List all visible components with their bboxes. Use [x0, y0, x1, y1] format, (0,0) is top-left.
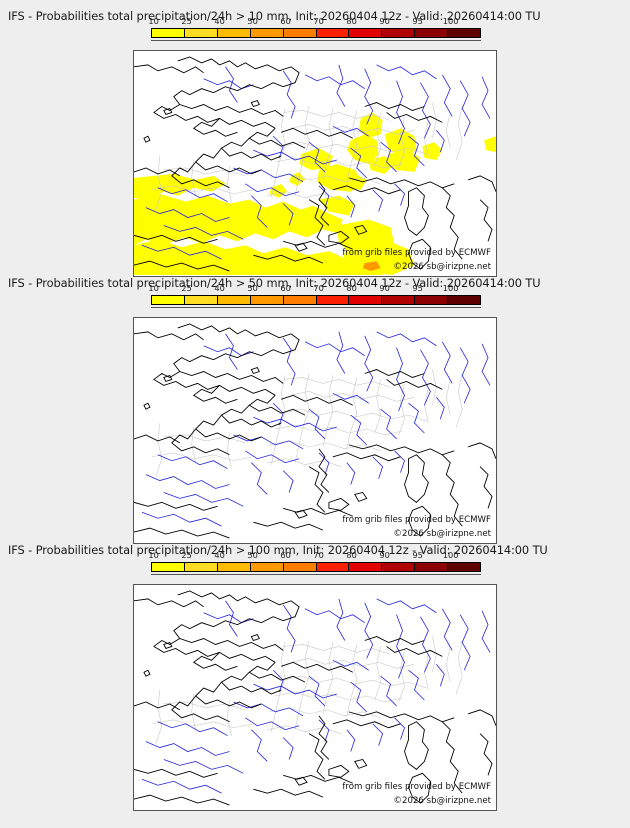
data-source-attribution: from grib files provided by ECMWF	[342, 248, 491, 258]
colorbar-segment	[415, 563, 449, 571]
colorbar-segment	[250, 29, 284, 37]
colorbar-segment	[448, 563, 481, 571]
colorbar-tick-label: 10	[148, 550, 159, 560]
rivers-layer	[141, 64, 491, 260]
coastlines-layer	[134, 323, 496, 539]
data-source-attribution: from grib files provided by ECMWF	[342, 515, 491, 525]
colorbar-segment	[316, 563, 350, 571]
panel-title: IFS - Probabilities total precipitation/…	[8, 276, 541, 290]
colorbar-segment	[217, 563, 251, 571]
colorbar-tick-label: 80	[346, 283, 357, 293]
colorbar-ticks: 10 25 40 50 60 70 80 90 95 100	[148, 16, 481, 27]
colorbar-tick-label: 25	[181, 283, 192, 293]
coastlines-layer	[134, 590, 496, 806]
colorbar-segment	[382, 296, 416, 304]
colorbar-segment	[184, 29, 218, 37]
colorbar-tick-label: 100	[442, 16, 459, 26]
colorbar-tick-label: 10	[148, 16, 159, 26]
colorbar-segment	[448, 29, 481, 37]
colorbar-gradient	[151, 295, 481, 305]
colorbar-tick-label: 70	[313, 550, 324, 560]
colorbar-segment	[382, 563, 416, 571]
colorbar-tick-label: 100	[442, 283, 459, 293]
colorbar-segment	[283, 563, 317, 571]
map-canvas-10mm[interactable]: from grib files provided by ECMWF ©2026 …	[133, 50, 497, 277]
colorbar-gradient	[151, 562, 481, 572]
colorbar-tick-label: 40	[214, 16, 225, 26]
colorbar-segment	[152, 29, 185, 37]
copyright-attribution: ©2026 sb@irizpne.net	[393, 262, 491, 272]
colorbar-ticks: 10 25 40 50 60 70 80 90 95 100	[148, 550, 481, 561]
map-canvas-50mm[interactable]: from grib files provided by ECMWF ©2026 …	[133, 317, 497, 544]
colorbar-tick-label: 95	[412, 550, 423, 560]
coastlines-layer	[134, 56, 496, 272]
colorbar-baseline	[151, 574, 481, 575]
precip-shading-layer	[134, 112, 496, 276]
panel-title: IFS - Probabilities total precipitation/…	[8, 543, 548, 557]
colorbar-tick-label: 40	[214, 550, 225, 560]
rivers-layer	[141, 598, 491, 794]
colorbar-segment	[184, 563, 218, 571]
colorbar-segment	[448, 296, 481, 304]
colorbar-segment	[217, 296, 251, 304]
colorbar-tick-label: 70	[313, 283, 324, 293]
colorbar-tick-label: 10	[148, 283, 159, 293]
colorbar-baseline	[151, 307, 481, 308]
colorbar-segment	[152, 563, 185, 571]
forecast-panel-50mm: IFS - Probabilities total precipitation/…	[0, 267, 630, 544]
data-source-attribution: from grib files provided by ECMWF	[342, 782, 491, 792]
forecast-panel-10mm: IFS - Probabilities total precipitation/…	[0, 0, 630, 277]
colorbar-tick-label: 25	[181, 550, 192, 560]
colorbar-tick-label: 95	[412, 16, 423, 26]
forecast-panel-100mm: IFS - Probabilities total precipitation/…	[0, 534, 630, 811]
colorbar-segment	[316, 29, 350, 37]
colorbar-tick-label: 60	[280, 16, 291, 26]
colorbar-baseline	[151, 40, 481, 41]
colorbar-segment	[349, 29, 383, 37]
colorbar-ticks: 10 25 40 50 60 70 80 90 95 100	[148, 283, 481, 294]
colorbar-tick-label: 60	[280, 550, 291, 560]
colorbar-tick-label: 90	[379, 16, 390, 26]
colorbar-100mm: 10 25 40 50 60 70 80 90 95 100	[148, 550, 481, 576]
colorbar-tick-label: 50	[247, 283, 258, 293]
colorbar-segment	[250, 296, 284, 304]
colorbar-gradient	[151, 28, 481, 38]
admin-borders-layer	[151, 369, 463, 477]
colorbar-segment	[415, 29, 449, 37]
colorbar-segment	[152, 296, 185, 304]
colorbar-tick-label: 90	[379, 550, 390, 560]
colorbar-tick-label: 60	[280, 283, 291, 293]
colorbar-tick-label: 80	[346, 550, 357, 560]
colorbar-segment	[349, 563, 383, 571]
map-svg	[134, 56, 496, 276]
colorbar-50mm: 10 25 40 50 60 70 80 90 95 100	[148, 283, 481, 309]
colorbar-segment	[415, 296, 449, 304]
copyright-attribution: ©2026 sb@irizpne.net	[393, 796, 491, 806]
colorbar-segment	[349, 296, 383, 304]
colorbar-tick-label: 95	[412, 283, 423, 293]
colorbar-tick-label: 90	[379, 283, 390, 293]
colorbar-tick-label: 25	[181, 16, 192, 26]
colorbar-segment	[217, 29, 251, 37]
colorbar-segment	[283, 296, 317, 304]
colorbar-10mm: 10 25 40 50 60 70 80 90 95 100	[148, 16, 481, 42]
colorbar-segment	[316, 296, 350, 304]
colorbar-segment	[184, 296, 218, 304]
colorbar-tick-label: 40	[214, 283, 225, 293]
rivers-layer	[141, 331, 491, 527]
colorbar-tick-label: 50	[247, 550, 258, 560]
map-canvas-100mm[interactable]: from grib files provided by ECMWF ©2026 …	[133, 584, 497, 811]
panel-title: IFS - Probabilities total precipitation/…	[8, 9, 541, 23]
map-svg	[134, 590, 496, 806]
colorbar-tick-label: 100	[442, 550, 459, 560]
colorbar-segment	[283, 29, 317, 37]
copyright-attribution: ©2026 sb@irizpne.net	[393, 529, 491, 539]
colorbar-tick-label: 70	[313, 16, 324, 26]
colorbar-tick-label: 80	[346, 16, 357, 26]
colorbar-segment	[250, 563, 284, 571]
colorbar-tick-label: 50	[247, 16, 258, 26]
colorbar-segment	[382, 29, 416, 37]
map-svg	[134, 323, 496, 539]
